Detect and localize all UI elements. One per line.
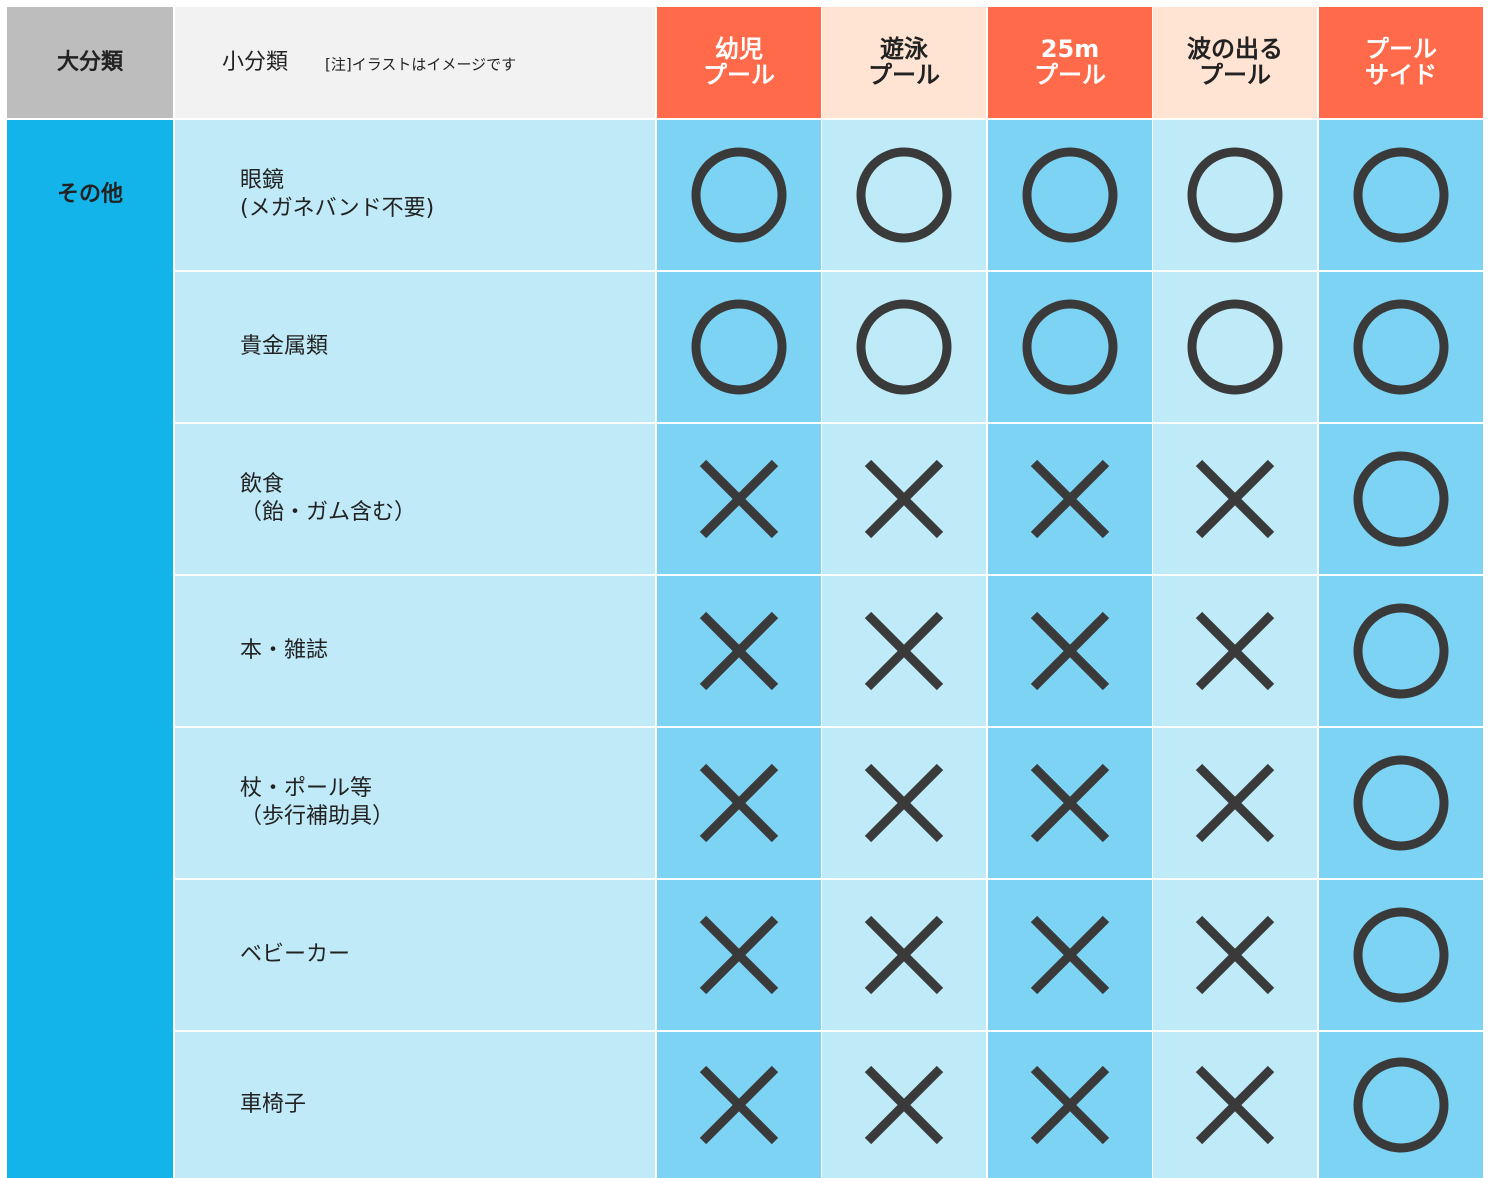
header-cell: [175, 7, 655, 118]
header-column-label: 波の出る: [1187, 35, 1283, 63]
forbidden-mark: [1195, 611, 1275, 691]
mark-cell: [1319, 272, 1483, 422]
forbidden-mark: [1195, 763, 1275, 843]
forbidden-mark: [864, 611, 944, 691]
allowed-mark: [1353, 907, 1449, 1003]
mark-cell: [988, 272, 1152, 422]
item-label: (メガネバンド不要): [240, 196, 434, 221]
forbidden-mark: [864, 1065, 944, 1145]
forbidden-mark: [699, 915, 779, 995]
mark-cell: [1319, 576, 1483, 726]
header-column-label: プール: [1199, 61, 1271, 89]
header-column-label: 25m: [1041, 35, 1099, 63]
header-cell: [1319, 7, 1483, 118]
item-label: 貴金属類: [240, 334, 328, 359]
item-label: 本・雑誌: [240, 638, 328, 663]
allowed-mark: [1353, 755, 1449, 851]
item-label: 杖・ポール等: [240, 776, 372, 801]
item-cell: [175, 728, 655, 878]
forbidden-mark: [699, 611, 779, 691]
forbidden-mark: [864, 763, 944, 843]
forbidden-mark: [1030, 915, 1110, 995]
item-label: 車椅子: [240, 1092, 306, 1117]
allowed-mark: [1353, 147, 1449, 243]
item-label: ベビーカー: [240, 942, 350, 967]
forbidden-mark: [699, 459, 779, 539]
mark-cell: [822, 120, 986, 270]
header-column-label: プール: [703, 61, 775, 89]
mark-cell: [822, 272, 986, 422]
mark-cell: [1319, 1032, 1483, 1178]
header-column-label: プール: [868, 61, 940, 89]
allowed-mark: [1353, 1057, 1449, 1153]
allowed-mark: [1187, 299, 1283, 395]
forbidden-mark: [1030, 611, 1110, 691]
mark-cell: [1319, 120, 1483, 270]
header-category: 大分類: [57, 50, 124, 75]
item-cell: [175, 576, 655, 726]
forbidden-mark: [699, 1065, 779, 1145]
allowed-mark: [1022, 147, 1118, 243]
header-subcategory: 小分類: [222, 50, 288, 75]
header-note: [注]イラストはイメージです: [325, 56, 516, 74]
forbidden-mark: [1030, 763, 1110, 843]
allowed-mark: [1187, 147, 1283, 243]
forbidden-mark: [1195, 1065, 1275, 1145]
allowed-mark: [856, 147, 952, 243]
item-label: 眼鏡: [240, 168, 284, 193]
mark-cell: [988, 120, 1152, 270]
item-label: 飲食: [240, 472, 284, 497]
header-cell: [822, 7, 986, 118]
header-cell: [1153, 7, 1317, 118]
allowed-mark: [1022, 299, 1118, 395]
mark-cell: [1319, 728, 1483, 878]
item-cell: [175, 880, 655, 1030]
item-cell: [175, 120, 655, 270]
header-column-label: 幼児: [715, 35, 763, 63]
forbidden-mark: [699, 763, 779, 843]
item-label: （歩行補助具）: [240, 804, 394, 829]
item-cell: [175, 1032, 655, 1178]
header-column-label: 遊泳: [880, 35, 929, 63]
allowed-mark: [1353, 451, 1449, 547]
mark-cell: [657, 120, 821, 270]
item-label: （飴・ガム含む）: [240, 500, 416, 525]
allowed-mark: [1353, 299, 1449, 395]
mark-cell: [1153, 272, 1317, 422]
allowed-mark: [691, 299, 787, 395]
forbidden-mark: [1195, 459, 1275, 539]
forbidden-mark: [864, 459, 944, 539]
header-cell: [7, 7, 173, 118]
category-label: その他: [57, 182, 123, 207]
mark-cell: [1319, 880, 1483, 1030]
header-cell: [988, 7, 1152, 118]
allowed-mark: [1353, 603, 1449, 699]
header-column-label: プール: [1365, 35, 1437, 63]
forbidden-mark: [1195, 915, 1275, 995]
forbidden-mark: [1030, 1065, 1110, 1145]
category-cell: [7, 120, 173, 1178]
item-cell: [175, 272, 655, 422]
mark-cell: [657, 272, 821, 422]
header-column-label: サイド: [1365, 61, 1437, 89]
allowed-mark: [856, 299, 952, 395]
forbidden-mark: [1030, 459, 1110, 539]
allowed-mark: [691, 147, 787, 243]
forbidden-mark: [864, 915, 944, 995]
item-cell: [175, 424, 655, 574]
mark-cell: [1319, 424, 1483, 574]
header-cell: [657, 7, 821, 118]
mark-cell: [1153, 120, 1317, 270]
header-column-label: プール: [1034, 61, 1106, 89]
